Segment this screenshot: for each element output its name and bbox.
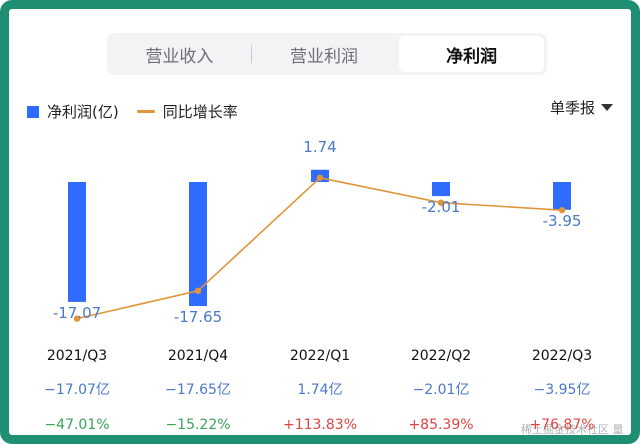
bar-legend-label: 净利润(亿) (47, 103, 119, 121)
tab-operating-profit-label: 营业利润 (290, 46, 358, 67)
x-tick-label: 2022/Q2 (411, 348, 471, 364)
growth-rate-value: +85.39% (408, 417, 473, 433)
x-tick-label: 2022/Q3 (532, 348, 592, 364)
growth-rate-value: +113.83% (283, 417, 357, 433)
growth-line (76, 176, 563, 320)
net-profit-value: −17.07亿 (44, 382, 110, 398)
bar-data-label: -17.65 (174, 308, 222, 326)
bar-2021/Q4 (189, 182, 207, 306)
bar-data-label: -2.01 (422, 198, 461, 216)
bar-data-label: 1.74 (303, 138, 336, 156)
net-profit-value: 1.74亿 (297, 382, 342, 398)
bar-2022/Q3 (553, 182, 571, 210)
growth-rate-value: −47.01% (44, 417, 109, 433)
tab-revenue-label: 营业收入 (145, 46, 214, 67)
growth-point-2022/Q2 (437, 199, 445, 206)
growth-point-2021/Q3 (73, 315, 81, 322)
tab-net-profit[interactable]: 净利润 (399, 36, 545, 72)
bar-data-label: -17.07 (53, 304, 101, 322)
growth-rate-value: −15.22% (165, 417, 230, 433)
tab-divider (250, 45, 252, 63)
period-selector[interactable]: 单季报 (550, 97, 613, 118)
x-tick-label: 2022/Q1 (290, 348, 350, 364)
net-profit-value: −17.65亿 (165, 382, 231, 398)
tab-operating-profit[interactable]: 营业利润 (252, 33, 397, 75)
net-profit-value: −3.95亿 (534, 382, 591, 398)
metric-tabs: 营业收入 营业利润 净利润 (107, 33, 547, 75)
x-tick-label: 2021/Q3 (47, 348, 107, 364)
chart-legend: 净利润(亿) 同比增长率 (27, 101, 238, 122)
period-selector-label: 单季报 (549, 99, 595, 117)
bar-legend-swatch (27, 105, 39, 118)
growth-point-2022/Q3 (558, 206, 566, 214)
line-legend-swatch (136, 110, 155, 113)
x-tick-label: 2021/Q4 (168, 348, 228, 364)
caret-down-icon (601, 104, 613, 111)
growth-rate-value: +76.87% (529, 417, 594, 433)
line-legend-label: 同比增长率 (162, 103, 238, 121)
bar-data-label: -3.95 (543, 212, 582, 230)
growth-point-2022/Q1 (316, 174, 324, 181)
bar-2022/Q2 (432, 182, 450, 197)
net-profit-value: −2.01亿 (413, 382, 470, 398)
watermark-text: 稀土掘金技术社区 量子位 (521, 423, 624, 436)
tab-revenue[interactable]: 营业收入 (107, 33, 252, 75)
tab-net-profit-label: 净利润 (446, 46, 498, 67)
growth-point-2021/Q4 (194, 287, 202, 294)
bar-2021/Q3 (68, 182, 86, 302)
